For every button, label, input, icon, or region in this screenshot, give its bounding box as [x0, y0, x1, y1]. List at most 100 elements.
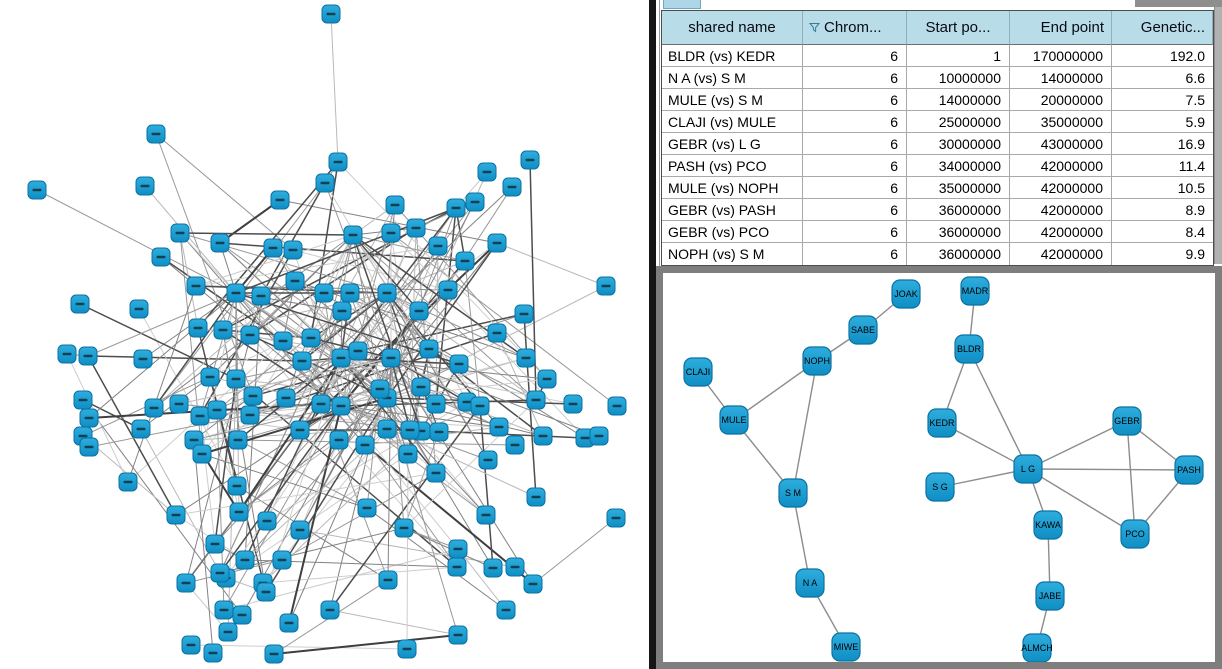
table-cell[interactable]: BLDR (vs) KEDR	[662, 45, 803, 67]
network-node-s-g[interactable]: S G	[925, 472, 955, 502]
table-cell[interactable]: 6	[803, 155, 907, 177]
network-node-noph[interactable]: NOPH	[802, 346, 832, 376]
network-node[interactable]	[226, 369, 246, 389]
table-cell[interactable]: PASH (vs) PCO	[662, 155, 803, 177]
network-node[interactable]	[272, 550, 292, 570]
table-cell[interactable]: NOPH (vs) S M	[662, 243, 803, 265]
network-node[interactable]	[348, 341, 368, 361]
network-node[interactable]	[228, 430, 248, 450]
network-node[interactable]	[131, 419, 151, 439]
network-node[interactable]	[419, 339, 439, 359]
network-node[interactable]	[505, 557, 525, 577]
network-node[interactable]	[377, 419, 397, 439]
table-cell[interactable]: 42000000	[1010, 177, 1112, 199]
table-cell[interactable]: 6	[803, 243, 907, 265]
network-node[interactable]	[263, 238, 283, 258]
network-node[interactable]	[226, 283, 246, 303]
network-node[interactable]	[438, 280, 458, 300]
column-header-end-point[interactable]: End point	[1010, 11, 1112, 45]
network-node[interactable]	[276, 388, 296, 408]
table-cell[interactable]: 35000000	[907, 177, 1010, 199]
network-node[interactable]	[505, 435, 525, 455]
table-cell[interactable]: 6	[803, 133, 907, 155]
table-cell[interactable]: 192.0	[1112, 45, 1213, 67]
network-node[interactable]	[394, 518, 414, 538]
network-node[interactable]	[489, 417, 509, 437]
network-node[interactable]	[523, 574, 543, 594]
table-cell[interactable]: 42000000	[1010, 221, 1112, 243]
network-node[interactable]	[477, 162, 497, 182]
network-node[interactable]	[526, 487, 546, 507]
network-node[interactable]	[232, 605, 252, 625]
network-node-mule[interactable]: MULE	[719, 405, 749, 435]
table-cell[interactable]: 20000000	[1010, 89, 1112, 111]
network-node[interactable]	[520, 150, 540, 170]
table-cell[interactable]: CLAJI (vs) MULE	[662, 111, 803, 133]
table-cell[interactable]: 7.5	[1112, 89, 1213, 111]
table-cell[interactable]: 9.9	[1112, 243, 1213, 265]
network-node[interactable]	[290, 520, 310, 540]
network-node[interactable]	[79, 437, 99, 457]
network-node[interactable]	[256, 582, 276, 602]
network-node[interactable]	[476, 505, 496, 525]
network-node[interactable]	[229, 502, 249, 522]
table-cell[interactable]: 10.5	[1112, 177, 1213, 199]
table-cell[interactable]: 6	[803, 67, 907, 89]
network-node[interactable]	[406, 218, 426, 238]
network-node[interactable]	[409, 301, 429, 321]
network-node[interactable]	[449, 354, 469, 374]
network-node[interactable]	[448, 625, 468, 645]
network-node[interactable]	[292, 351, 312, 371]
table-cell[interactable]: MULE (vs) NOPH	[662, 177, 803, 199]
network-node[interactable]	[447, 557, 467, 577]
network-node[interactable]	[78, 346, 98, 366]
network-node[interactable]	[251, 286, 271, 306]
table-cell[interactable]: GEBR (vs) L G	[662, 133, 803, 155]
table-cell[interactable]: GEBR (vs) PCO	[662, 221, 803, 243]
network-node[interactable]	[315, 173, 335, 193]
network-node[interactable]	[411, 377, 431, 397]
network-node[interactable]	[283, 240, 303, 260]
network-node[interactable]	[596, 276, 616, 296]
network-node[interactable]	[270, 190, 290, 210]
table-cell[interactable]: 6	[803, 199, 907, 221]
network-node[interactable]	[429, 422, 449, 442]
table-cell[interactable]: 14000000	[1010, 67, 1112, 89]
network-node[interactable]	[203, 643, 223, 663]
network-node[interactable]	[496, 600, 516, 620]
network-node[interactable]	[321, 4, 341, 24]
network-node[interactable]	[192, 444, 212, 464]
network-node[interactable]	[455, 251, 475, 271]
network-node[interactable]	[135, 176, 155, 196]
table-cell[interactable]: 14000000	[907, 89, 1010, 111]
table-cell[interactable]: 6	[803, 111, 907, 133]
network-node[interactable]	[151, 247, 171, 267]
network-node[interactable]	[243, 386, 263, 406]
network-node[interactable]	[235, 550, 255, 570]
table-cell[interactable]: 16.9	[1112, 133, 1213, 155]
network-node[interactable]	[563, 394, 583, 414]
table-cell[interactable]: 8.4	[1112, 221, 1213, 243]
network-node[interactable]	[446, 198, 466, 218]
network-node-joak[interactable]: JOAK	[891, 279, 921, 309]
network-node[interactable]	[273, 331, 293, 351]
network-node[interactable]	[357, 498, 377, 518]
network-node-almch[interactable]: ALMCH	[1021, 633, 1053, 662]
network-node[interactable]	[398, 444, 418, 464]
network-node[interactable]	[257, 511, 277, 531]
network-node[interactable]	[70, 294, 90, 314]
network-node[interactable]	[218, 622, 238, 642]
network-node[interactable]	[314, 283, 334, 303]
column-header-start-position[interactable]: Start po...	[907, 11, 1010, 45]
network-node[interactable]	[478, 450, 498, 470]
network-node[interactable]	[146, 124, 166, 144]
network-node[interactable]	[188, 318, 208, 338]
network-node[interactable]	[79, 408, 99, 428]
table-cell[interactable]: 42000000	[1010, 155, 1112, 177]
network-node-s-m[interactable]: S M	[778, 478, 808, 508]
network-node[interactable]	[606, 508, 626, 528]
table-cell[interactable]: 30000000	[907, 133, 1010, 155]
table-cell[interactable]: 43000000	[1010, 133, 1112, 155]
network-node[interactable]	[465, 192, 485, 212]
network-node[interactable]	[607, 396, 627, 416]
